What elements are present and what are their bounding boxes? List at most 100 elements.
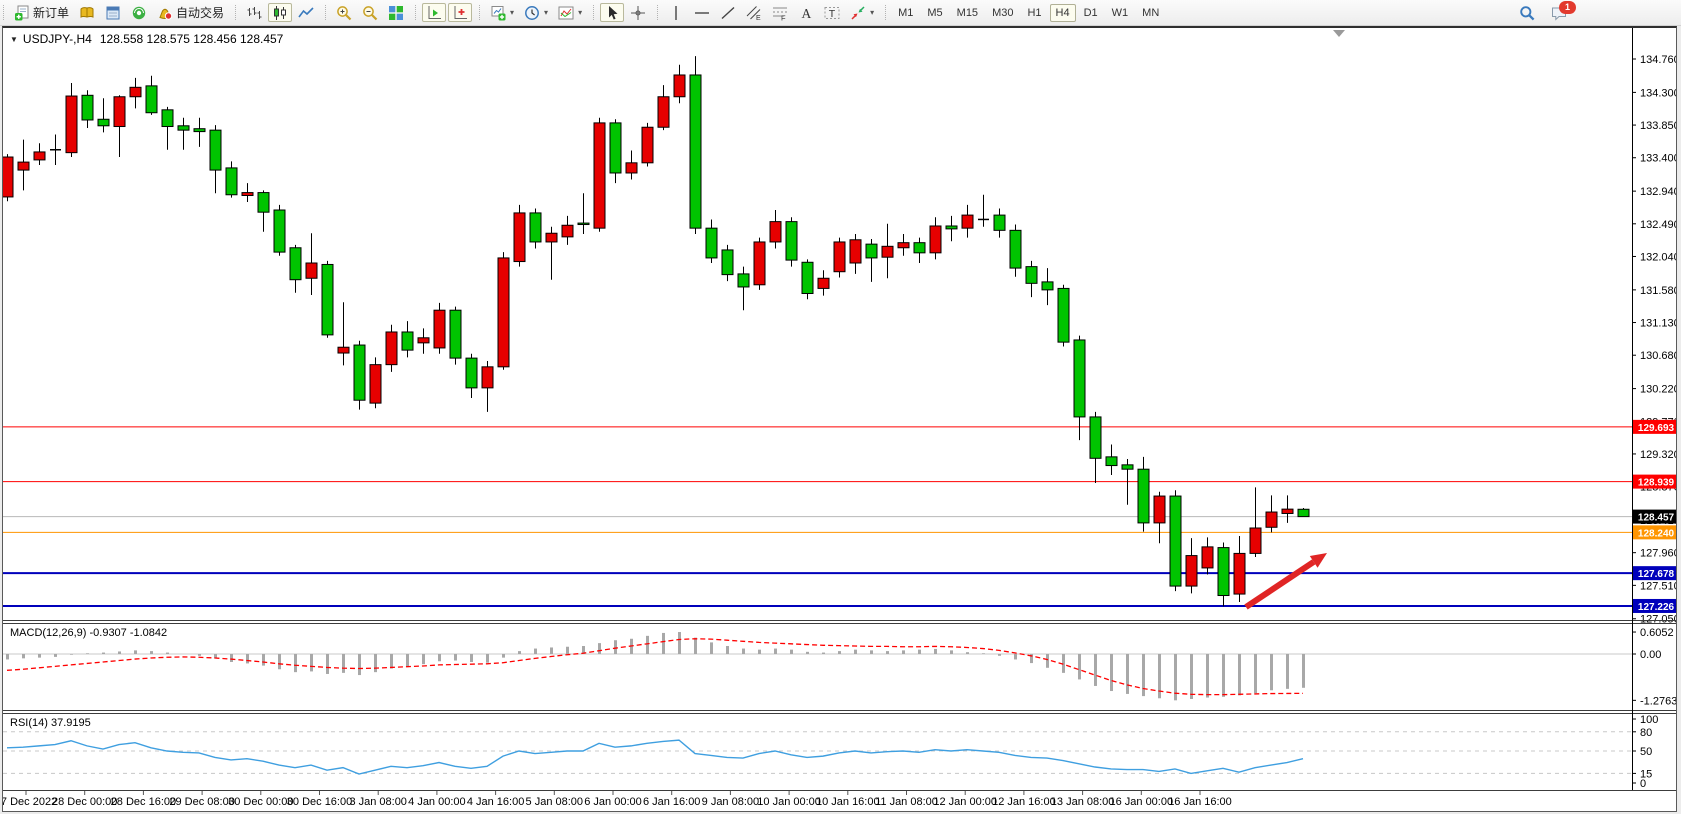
profiles-icon bbox=[524, 5, 540, 21]
toolbar-group: E F A T ▾ bbox=[654, 0, 882, 25]
candle bbox=[1121, 459, 1134, 505]
date-label: 11 Jan 08:00 bbox=[875, 796, 938, 808]
candle bbox=[897, 233, 910, 256]
candle bbox=[1025, 260, 1038, 298]
profiles-button[interactable]: ▾ bbox=[520, 3, 552, 22]
candle bbox=[1201, 537, 1214, 575]
timeframe-mn-button[interactable]: MN bbox=[1142, 6, 1160, 19]
date-label: 6 Jan 00:00 bbox=[584, 796, 642, 808]
zoom-in-icon bbox=[336, 5, 352, 21]
tile-windows-button[interactable] bbox=[384, 3, 408, 22]
arrows-tool-button[interactable]: ▾ bbox=[846, 3, 878, 22]
new-order-button[interactable]: 新订单 bbox=[10, 3, 73, 22]
timeframe-h4-button[interactable]: H4 bbox=[1049, 3, 1076, 22]
cursor-button[interactable] bbox=[600, 3, 625, 22]
candle bbox=[545, 226, 558, 280]
crosshair-button[interactable] bbox=[626, 3, 650, 22]
zoom-in-button[interactable] bbox=[332, 3, 356, 22]
text-label-tool-button[interactable]: T bbox=[820, 3, 844, 22]
strategy-tester-button[interactable] bbox=[127, 3, 151, 22]
chart-canvas[interactable]: 134.760 134.300 133.850 133.400 132.940 132.4… bbox=[3, 28, 1676, 811]
timeframe-h1-button[interactable]: H1 bbox=[1027, 6, 1042, 19]
collapse-triangle-icon[interactable]: ▼ bbox=[10, 35, 18, 44]
chevron-down-icon[interactable]: ▾ bbox=[510, 8, 515, 17]
candle bbox=[785, 217, 798, 267]
search-button[interactable] bbox=[1517, 3, 1537, 23]
toolbar-group: 新订单 自动交易 bbox=[0, 0, 232, 25]
bar-chart-icon bbox=[246, 5, 262, 21]
candle bbox=[737, 266, 750, 311]
candle bbox=[337, 302, 350, 366]
text-tool-button[interactable]: A bbox=[794, 3, 818, 22]
macd-indicator-label: MACD(12,26,9) -0.9307 -1.0842 bbox=[10, 627, 168, 639]
price-tick-label: 129.320 bbox=[1640, 449, 1676, 461]
horizontal-line-tool-button[interactable] bbox=[690, 3, 714, 22]
market-watch-button[interactable] bbox=[75, 3, 99, 22]
vertical-line-tool-button[interactable] bbox=[664, 3, 688, 22]
timeframe-m1-button[interactable]: M1 bbox=[898, 6, 914, 19]
zoom-out-button[interactable] bbox=[358, 3, 382, 22]
candle bbox=[1169, 490, 1182, 592]
candle bbox=[369, 357, 382, 409]
autotrading-button[interactable]: 自动交易 bbox=[153, 3, 228, 22]
chevron-down-icon[interactable]: ▾ bbox=[870, 8, 875, 17]
chart-shift-marker[interactable] bbox=[1333, 30, 1345, 37]
trend-arrow[interactable] bbox=[1244, 559, 1316, 610]
macd-axis-label: 0.6052 bbox=[1640, 627, 1674, 639]
candle bbox=[305, 233, 318, 295]
chevron-down-icon[interactable]: ▾ bbox=[544, 8, 549, 17]
fibonacci-tool-button[interactable]: F bbox=[768, 3, 792, 22]
line-chart-mode-button[interactable] bbox=[294, 3, 318, 22]
candle bbox=[417, 328, 430, 354]
notifications-button[interactable]: 1 bbox=[1549, 0, 1576, 23]
price-tick-label: 133.850 bbox=[1640, 120, 1676, 132]
toolbar-right: 1 bbox=[1517, 0, 1576, 25]
new-chart-button[interactable]: ▾ bbox=[486, 3, 518, 22]
timeframe-m30-button[interactable]: M30 bbox=[992, 6, 1014, 19]
toolbar-group: ▾ ▾ ▾ bbox=[476, 0, 590, 25]
macd-axis-label: -1.2763 bbox=[1640, 695, 1676, 707]
candle bbox=[33, 143, 46, 165]
new-chart-icon bbox=[490, 5, 506, 21]
date-label: 30 Dec 00:00 bbox=[228, 796, 293, 808]
date-label: 30 Dec 16:00 bbox=[287, 796, 352, 808]
candle bbox=[833, 237, 846, 278]
date-label: 3 Jan 08:00 bbox=[349, 796, 407, 808]
candle bbox=[241, 183, 254, 203]
chart-shift-button[interactable] bbox=[448, 3, 473, 22]
timeframe-m15-button[interactable]: M15 bbox=[956, 6, 979, 19]
date-label: 13 Jan 08:00 bbox=[1051, 796, 1115, 808]
timeframe-d1-button[interactable]: D1 bbox=[1083, 6, 1098, 19]
svg-text:129.693: 129.693 bbox=[1638, 423, 1675, 434]
candle bbox=[657, 85, 670, 131]
equidistant-channel-tool-button[interactable]: E bbox=[742, 3, 766, 22]
date-label: 9 Jan 08:00 bbox=[702, 796, 760, 808]
candlestick-mode-button[interactable] bbox=[268, 3, 293, 22]
market-watch-icon bbox=[79, 5, 95, 21]
main-toolbar: 新订单 自动交易 ▾ ▾ ▾ E F A T ▾ M1 M5 M15 M30 H1 H4 D1 W1 MN 1 bbox=[0, 0, 1681, 26]
candle bbox=[513, 204, 526, 267]
chart-window: 134.760 134.300 133.850 133.400 132.940 132.4… bbox=[2, 26, 1677, 812]
toolbar-group bbox=[412, 0, 476, 25]
fibonacci-icon: F bbox=[772, 5, 788, 21]
macd-axis-label: 0.00 bbox=[1640, 649, 1661, 661]
date-label: 12 Jan 00:00 bbox=[933, 796, 997, 808]
bar-chart-mode-button[interactable] bbox=[242, 3, 266, 22]
candle bbox=[529, 208, 542, 249]
candle bbox=[273, 204, 286, 256]
arrows-icon bbox=[850, 5, 866, 21]
price-tick-label: 127.960 bbox=[1640, 548, 1676, 560]
chevron-down-icon[interactable]: ▾ bbox=[578, 8, 583, 17]
auto-scroll-button[interactable] bbox=[422, 3, 447, 22]
candle bbox=[129, 77, 142, 109]
indicators-list-button[interactable]: ▾ bbox=[554, 3, 586, 22]
data-window-button[interactable] bbox=[101, 3, 125, 22]
timeframe-w1-button[interactable]: W1 bbox=[1111, 6, 1129, 19]
trendline-tool-button[interactable] bbox=[716, 3, 740, 22]
svg-text:127.226: 127.226 bbox=[1638, 602, 1675, 613]
chart-title[interactable]: ▼ USDJPY-,H4 128.558 128.575 128.456 128.4… bbox=[10, 32, 283, 46]
timeframe-m5-button[interactable]: M5 bbox=[927, 6, 943, 19]
date-label: 10 Jan 00:00 bbox=[757, 796, 821, 808]
trend-arrow-head[interactable] bbox=[1309, 553, 1327, 568]
price-line-label bbox=[1633, 598, 1676, 613]
